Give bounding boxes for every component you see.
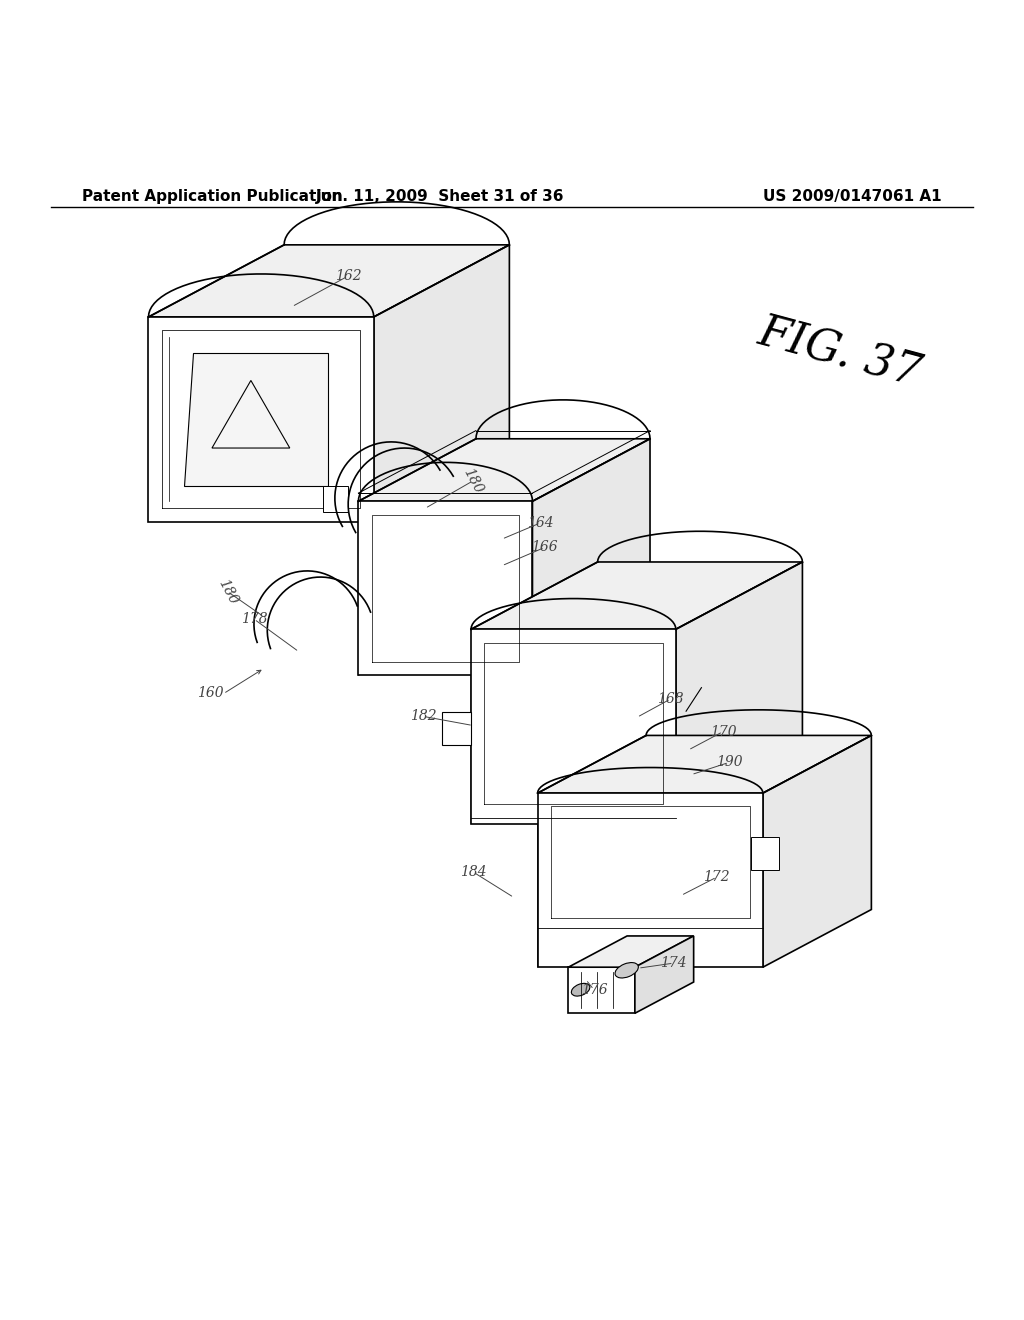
Text: 190: 190 [716, 755, 742, 770]
Polygon shape [471, 630, 676, 824]
Polygon shape [751, 837, 779, 870]
Text: 178: 178 [241, 612, 267, 626]
Polygon shape [358, 502, 532, 676]
Polygon shape [538, 735, 646, 968]
Text: 162: 162 [335, 269, 361, 282]
Text: 160: 160 [197, 686, 223, 700]
Text: 172: 172 [703, 870, 730, 884]
Text: 180: 180 [215, 577, 240, 606]
Text: 166: 166 [531, 540, 558, 554]
Text: 174: 174 [660, 956, 687, 970]
Polygon shape [358, 438, 650, 502]
Polygon shape [442, 713, 471, 744]
Polygon shape [184, 352, 328, 486]
Polygon shape [568, 968, 635, 1014]
Polygon shape [148, 317, 374, 521]
Text: 184: 184 [460, 865, 486, 879]
Ellipse shape [615, 962, 638, 978]
Polygon shape [568, 936, 693, 968]
Polygon shape [538, 735, 871, 793]
Text: 164: 164 [527, 516, 554, 529]
Text: 170: 170 [710, 725, 736, 739]
Text: Jun. 11, 2009  Sheet 31 of 36: Jun. 11, 2009 Sheet 31 of 36 [316, 189, 564, 203]
Text: Patent Application Publication: Patent Application Publication [82, 189, 343, 203]
Polygon shape [471, 562, 803, 630]
Text: US 2009/0147061 A1: US 2009/0147061 A1 [764, 189, 942, 203]
Text: FIG. 37: FIG. 37 [754, 310, 926, 395]
Polygon shape [538, 793, 763, 968]
Text: 180: 180 [461, 466, 485, 496]
Polygon shape [148, 244, 509, 317]
Polygon shape [374, 244, 509, 521]
Text: 176: 176 [581, 982, 607, 997]
Polygon shape [635, 936, 693, 1014]
Ellipse shape [571, 983, 590, 997]
Polygon shape [323, 486, 348, 512]
Polygon shape [358, 438, 476, 676]
Polygon shape [471, 562, 598, 824]
Polygon shape [676, 562, 803, 824]
Text: 182: 182 [410, 709, 436, 723]
Text: 168: 168 [657, 692, 684, 706]
Polygon shape [763, 735, 871, 968]
Polygon shape [532, 438, 650, 676]
